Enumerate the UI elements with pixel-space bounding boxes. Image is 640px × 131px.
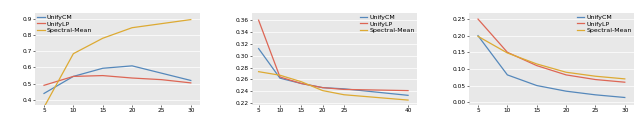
Legend: UnifyCM, UnifyLP, Spectral-Mean: UnifyCM, UnifyLP, Spectral-Mean [577, 14, 632, 34]
Legend: UnifyCM, UnifyLP, Spectral-Mean: UnifyCM, UnifyLP, Spectral-Mean [359, 14, 415, 34]
Legend: UnifyCM, UnifyLP, Spectral-Mean: UnifyCM, UnifyLP, Spectral-Mean [36, 14, 92, 34]
